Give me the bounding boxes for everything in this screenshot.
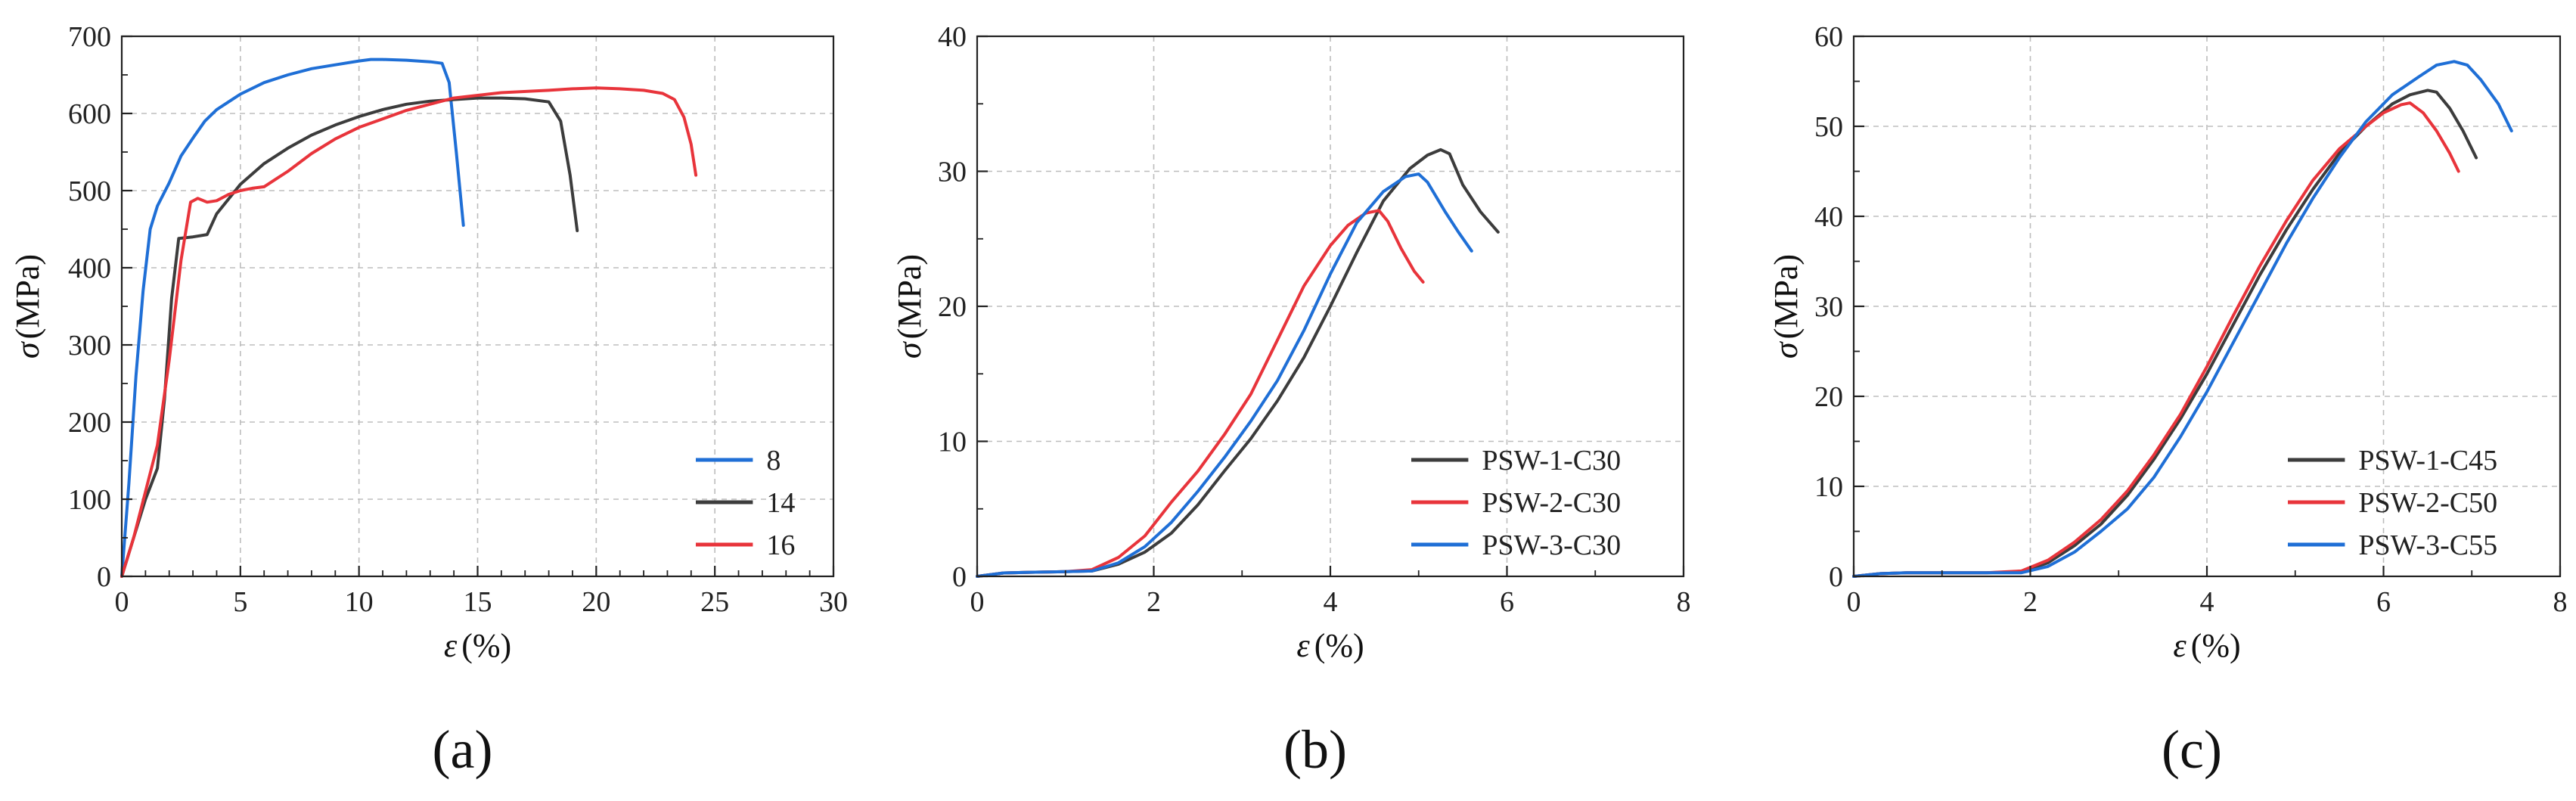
panel-label: (c) — [2162, 719, 2222, 780]
legend-label: PSW-2-C30 — [1482, 487, 1621, 519]
x-tick-label: 4 — [2200, 586, 2214, 618]
x-tick-label: 0 — [1847, 586, 1861, 618]
series-line-psw-1-c30 — [976, 147, 1500, 578]
panel-label: (b) — [1283, 719, 1347, 780]
x-tick-label: 4 — [1324, 586, 1338, 618]
y-tick-label: 10 — [1814, 471, 1843, 503]
y-axis-symbol: σ — [891, 340, 928, 359]
series-line-16 — [120, 86, 698, 578]
x-tick-label: 20 — [582, 586, 610, 618]
y-axis-title: σ(MPa) — [891, 254, 928, 359]
y-tick-label: 500 — [68, 175, 111, 207]
y-tick-label: 600 — [68, 98, 111, 130]
y-axis-title: σ(MPa) — [9, 254, 46, 359]
x-tick-label: 0 — [115, 586, 129, 618]
x-axis-unit: (%) — [2191, 627, 2241, 664]
y-tick-label: 40 — [1814, 201, 1843, 233]
legend: PSW-1-C45 PSW-2-C50 PSW-3-C55 — [2288, 445, 2497, 561]
y-tick-label: 50 — [1814, 111, 1843, 143]
series-line-psw-3-c55 — [1852, 60, 2513, 578]
y-tick-label: 20 — [1814, 381, 1843, 413]
y-tick-label: 20 — [938, 291, 967, 323]
x-tick-label: 6 — [1500, 586, 1514, 618]
series-line-psw-2-c30 — [976, 209, 1425, 578]
x-axis-unit: (%) — [1314, 627, 1364, 664]
series-line-14 — [120, 96, 579, 578]
legend-label: PSW-1-C30 — [1482, 445, 1621, 477]
x-tick-label: 5 — [233, 586, 247, 618]
x-tick-label: 0 — [970, 586, 985, 618]
legend: PSW-1-C30 PSW-2-C30 PSW-3-C30 — [1411, 445, 1621, 561]
legend-label: 14 — [766, 487, 795, 519]
y-tick-label: 30 — [1814, 291, 1843, 323]
legend-label: PSW-3-C55 — [2358, 529, 2497, 561]
x-axis-symbol: ε — [2173, 627, 2186, 664]
legend-label: PSW-2-C50 — [2358, 487, 2497, 519]
series-line-psw-3-c30 — [976, 172, 1473, 578]
x-tick-label: 8 — [2553, 586, 2568, 618]
legend-label: PSW-3-C30 — [1482, 529, 1621, 561]
y-axis-symbol: σ — [9, 340, 46, 359]
x-axis-title: ε (%) — [444, 627, 511, 664]
x-tick-label: 10 — [345, 586, 374, 618]
y-axis-symbol: σ — [1768, 340, 1805, 359]
y-tick-label: 60 — [1814, 21, 1843, 53]
y-tick-label: 700 — [68, 21, 111, 53]
legend-label: 8 — [766, 445, 781, 477]
y-tick-label: 0 — [1829, 561, 1843, 593]
x-tick-label: 6 — [2376, 586, 2391, 618]
y-axis-title: σ(MPa) — [1768, 254, 1805, 359]
y-tick-label: 300 — [68, 330, 111, 362]
legend: 8 14 16 — [696, 445, 795, 561]
y-tick-label: 0 — [952, 561, 967, 593]
y-tick-label: 40 — [938, 21, 967, 53]
x-tick-label: 8 — [1677, 586, 1691, 618]
series-line-8 — [120, 57, 465, 578]
y-tick-label: 10 — [938, 427, 967, 458]
x-tick-label: 30 — [819, 586, 848, 618]
y-tick-label: 0 — [97, 561, 111, 593]
x-axis-title: ε (%) — [1296, 627, 1364, 664]
y-axis-unit: (MPa) — [891, 254, 928, 339]
x-tick-label: 2 — [1147, 586, 1161, 618]
legend-label: PSW-1-C45 — [2358, 445, 2497, 477]
y-axis-unit: (MPa) — [1768, 254, 1805, 339]
chart-panel-b: 0 2 4 6 8 0 10 20 30 40 ε (%) σ(MPa) PSW-1-C30 PSW-2-C… — [891, 21, 1691, 780]
x-axis-symbol: ε — [1296, 627, 1310, 664]
x-tick-label: 25 — [700, 586, 729, 618]
y-tick-label: 30 — [938, 157, 967, 188]
legend-label: 16 — [766, 529, 795, 561]
x-tick-label: 15 — [464, 586, 492, 618]
y-tick-label: 200 — [68, 407, 111, 439]
y-tick-label: 100 — [68, 484, 111, 516]
panel-label: (a) — [433, 719, 493, 780]
y-axis-unit: (MPa) — [9, 254, 46, 339]
x-axis-unit: (%) — [461, 627, 511, 664]
x-axis-title: ε (%) — [2173, 627, 2240, 664]
x-tick-label: 2 — [2023, 586, 2038, 618]
y-tick-label: 400 — [68, 253, 111, 284]
x-axis-symbol: ε — [444, 627, 458, 664]
